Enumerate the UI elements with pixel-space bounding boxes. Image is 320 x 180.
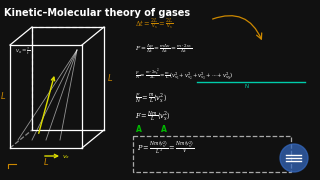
Text: $P = \frac{Nm\langle v_x^2 \rangle}{L^3} = \frac{Nm\langle v_x^2 \rangle}{V}$: $P = \frac{Nm\langle v_x^2 \rangle}{L^3}… bbox=[137, 140, 195, 157]
Text: $F = \frac{Nm}{L}\langle v_x^2 \rangle$: $F = \frac{Nm}{L}\langle v_x^2 \rangle$ bbox=[135, 110, 171, 124]
Bar bbox=[133, 136, 291, 172]
Text: A: A bbox=[161, 125, 167, 134]
Text: $\frac{F}{N} = \frac{m}{L}\langle v_x^2 \rangle$: $\frac{F}{N} = \frac{m}{L}\langle v_x^2 … bbox=[135, 92, 167, 106]
Text: $\frac{F}{N} = \frac{m \cdot 2v_x^2}{2L} = \frac{m}{L}(v_{x_1}^2 + v_{x_2}^2 + v: $\frac{F}{N} = \frac{m \cdot 2v_x^2}{2L}… bbox=[135, 68, 234, 83]
Text: L: L bbox=[44, 158, 48, 167]
Text: $\Delta t = \frac{2L}{v_x} = \frac{2L}{v_x}$: $\Delta t = \frac{2L}{v_x} = \frac{2L}{v… bbox=[135, 18, 173, 32]
Text: A: A bbox=[136, 125, 142, 134]
Text: $F = \frac{\Delta p}{\Delta t} = \frac{m\Delta v}{\Delta t} = \frac{m \cdot 2v_x: $F = \frac{\Delta p}{\Delta t} = \frac{m… bbox=[135, 42, 192, 55]
Text: $v_x$: $v_x$ bbox=[62, 153, 70, 161]
Text: L: L bbox=[108, 74, 113, 83]
Text: $v_x = \frac{?}{t}$: $v_x = \frac{?}{t}$ bbox=[15, 45, 31, 57]
Text: Kinetic–Molecular theory of gases: Kinetic–Molecular theory of gases bbox=[4, 8, 190, 18]
Text: L: L bbox=[1, 92, 5, 101]
Text: N: N bbox=[245, 84, 249, 89]
Circle shape bbox=[280, 144, 308, 172]
